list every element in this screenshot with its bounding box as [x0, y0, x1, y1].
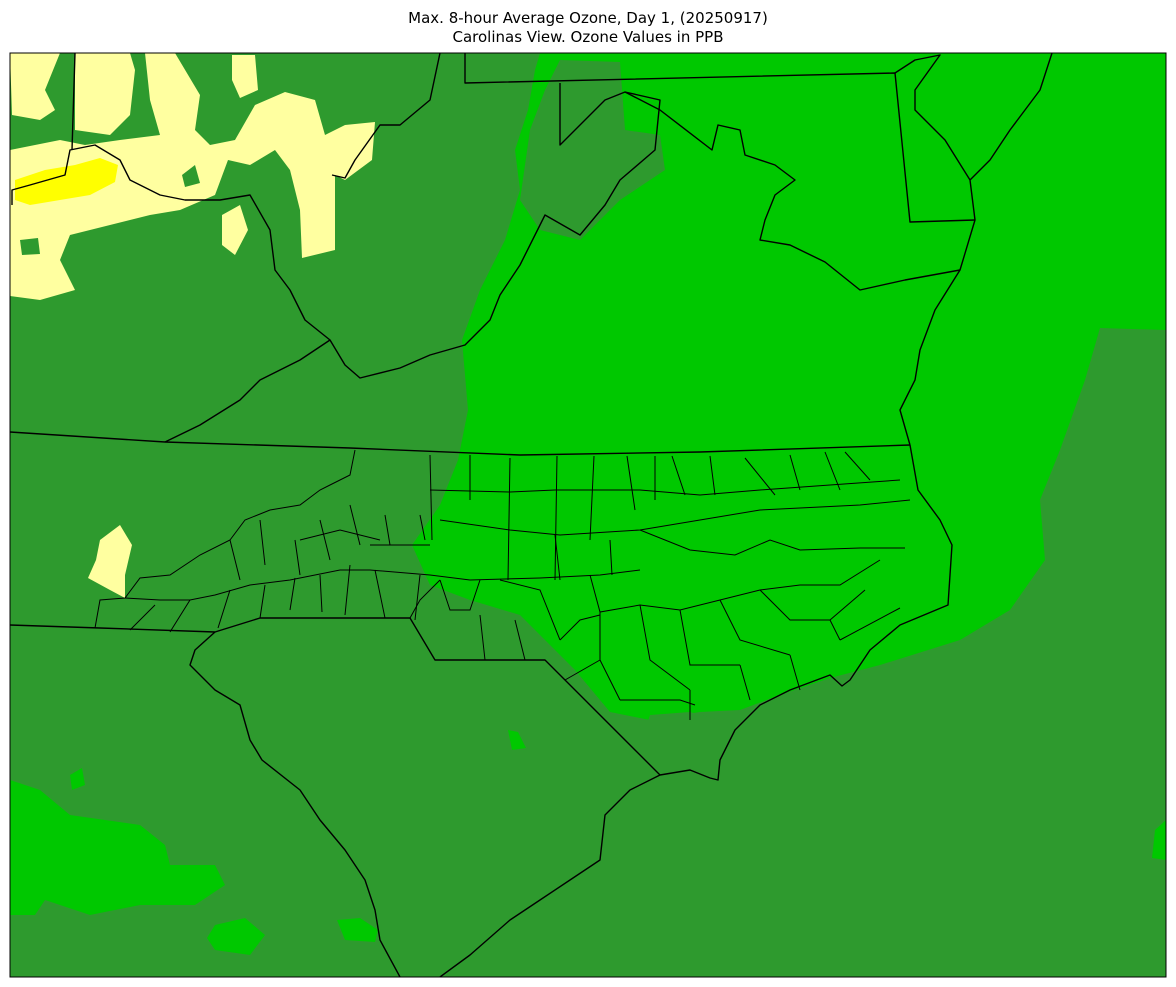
- nc-sc-state-border: [10, 617, 661, 776]
- potomac-river-border: [559, 83, 961, 291]
- ozone-contour-bright-green: [337, 918, 378, 942]
- delmarva-coast: [894, 53, 1053, 446]
- ozone-contour-dark-patch: [640, 712, 720, 780]
- ozone-contour-dark-patch: [520, 60, 665, 240]
- wv-ky-state-border: [11, 144, 331, 341]
- coastline: [439, 444, 953, 977]
- map-title: Max. 8-hour Average Ozone, Day 1, (20250…: [408, 9, 768, 27]
- ozone-contour-light-yellow: [10, 53, 375, 598]
- nc-va-state-border: [10, 431, 911, 456]
- ozone-contour-bright-green: [207, 918, 265, 955]
- wv-oh-state-border: [71, 53, 441, 179]
- nc-county-borders: [94, 449, 911, 720]
- sc-ga-state-border: [189, 631, 401, 977]
- va-wv-state-border: [164, 91, 661, 443]
- ozone-contour-dark-patch: [20, 165, 200, 255]
- ozone-contour-bright-green: [412, 53, 1166, 720]
- ozone-contour-yellow: [15, 158, 118, 205]
- map-frame: [9, 52, 1167, 978]
- ozone-contour-bright-green: [10, 780, 225, 915]
- map-subtitle: Carolinas View. Ozone Values in PPB: [452, 28, 724, 46]
